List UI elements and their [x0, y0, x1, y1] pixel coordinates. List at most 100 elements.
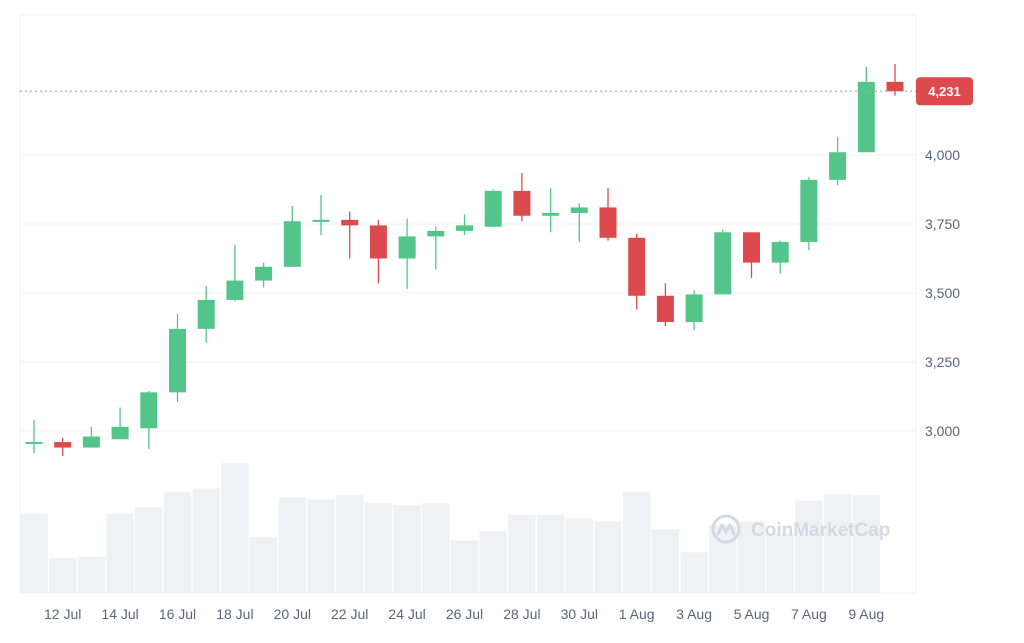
- candle: [140, 390, 158, 449]
- candle: [886, 63, 904, 96]
- volume-bar: [508, 514, 536, 593]
- x-tick-label: 28 Jul: [503, 606, 540, 622]
- candle-body: [829, 152, 847, 180]
- candles: [25, 63, 904, 456]
- candle: [369, 219, 387, 284]
- candle-body: [513, 190, 531, 216]
- candle: [111, 407, 129, 440]
- candle-body: [398, 236, 416, 259]
- volume-bar: [307, 499, 335, 593]
- x-tick-label: 20 Jul: [274, 606, 311, 622]
- candle-body: [542, 212, 560, 216]
- current-price-label: 4,231: [928, 84, 961, 99]
- volume-bar: [622, 491, 651, 593]
- candle: [484, 189, 502, 227]
- volume-bar: [594, 521, 622, 593]
- volume-bar: [364, 502, 393, 593]
- candle: [800, 177, 818, 251]
- candle: [283, 206, 301, 267]
- candle: [829, 137, 847, 186]
- x-tick-label: 16 Jul: [159, 606, 196, 622]
- volume-bar: [393, 505, 421, 593]
- candle-body: [82, 436, 100, 448]
- watermark-text: CoinMarketCap: [751, 520, 890, 541]
- candle: [226, 244, 244, 302]
- candle: [570, 203, 588, 242]
- candle: [714, 229, 732, 295]
- candle-body: [714, 232, 732, 295]
- candle-body: [169, 328, 186, 393]
- x-tick-label: 9 Aug: [848, 606, 884, 622]
- volume-bar: [249, 536, 278, 593]
- candle: [341, 211, 359, 259]
- candle: [513, 172, 531, 222]
- volume-bar: [852, 495, 881, 593]
- candle-body: [255, 266, 273, 281]
- candle: [25, 419, 43, 454]
- volume-bar: [77, 556, 106, 593]
- volume-bar: [823, 494, 852, 593]
- candle: [456, 214, 473, 236]
- volume-bar: [20, 513, 48, 593]
- candle-body: [886, 81, 904, 92]
- candle-body: [628, 237, 646, 296]
- x-tick-label: 3 Aug: [676, 606, 712, 622]
- candle: [656, 283, 674, 327]
- volume-bar: [651, 529, 680, 593]
- volume-bar: [221, 463, 249, 593]
- candle-body: [111, 426, 129, 440]
- volume-bar: [680, 552, 708, 593]
- x-tick-label: 22 Jul: [331, 606, 368, 622]
- x-tick-label: 5 Aug: [734, 606, 770, 622]
- volume-bars: [20, 463, 881, 593]
- candle-body: [570, 207, 588, 213]
- volume-bar: [163, 491, 192, 593]
- candle: [685, 290, 703, 331]
- candle-body: [226, 280, 244, 300]
- volume-bar: [335, 495, 364, 593]
- y-tick-label: 3,250: [925, 354, 960, 370]
- candle: [628, 233, 646, 310]
- candle: [771, 240, 789, 274]
- volume-bar: [278, 497, 307, 593]
- candle: [169, 313, 186, 403]
- candle: [857, 66, 875, 153]
- candle: [54, 437, 72, 456]
- candle-body: [857, 81, 875, 153]
- candle: [197, 286, 215, 343]
- x-axis: 12 Jul 14 Jul 16 Jul 18 Jul 20 Jul 22 Jul 24 J…: [44, 606, 884, 622]
- candle: [599, 188, 617, 241]
- x-tick-label: 18 Jul: [216, 606, 253, 622]
- y-tick-label: 3,000: [925, 423, 960, 439]
- candle-body: [341, 219, 359, 226]
- watermark: CoinMarketCap: [711, 514, 890, 544]
- y-tick-label: 3,500: [925, 285, 960, 301]
- volume-bar: [795, 500, 823, 593]
- volume-bar: [192, 488, 220, 593]
- volume-bar: [135, 507, 163, 593]
- candle-body: [283, 221, 301, 267]
- x-tick-label: 26 Jul: [446, 606, 483, 622]
- candle-body: [54, 442, 72, 448]
- volume-bar: [479, 531, 507, 593]
- coinmarketcap-logo-icon: [711, 514, 741, 544]
- y-tick-label: 3,750: [925, 216, 960, 232]
- y-tick-label: 4,000: [925, 147, 960, 163]
- candle-body: [743, 232, 760, 263]
- candle: [255, 262, 273, 288]
- candle: [82, 426, 100, 448]
- volume-bar: [48, 557, 77, 593]
- x-tick-label: 1 Aug: [619, 606, 655, 622]
- volume-bar: [536, 514, 565, 593]
- candle: [743, 232, 760, 278]
- candle-body: [771, 241, 789, 263]
- candle-body: [656, 295, 674, 322]
- candle-body: [140, 392, 158, 429]
- x-tick-label: 7 Aug: [791, 606, 827, 622]
- candle-body: [369, 225, 387, 259]
- candle-body: [25, 442, 43, 445]
- candle: [427, 226, 445, 270]
- current-price-badge: [916, 77, 973, 106]
- y-axis: 3,000 3,250 3,500 3,750 4,000: [925, 147, 960, 439]
